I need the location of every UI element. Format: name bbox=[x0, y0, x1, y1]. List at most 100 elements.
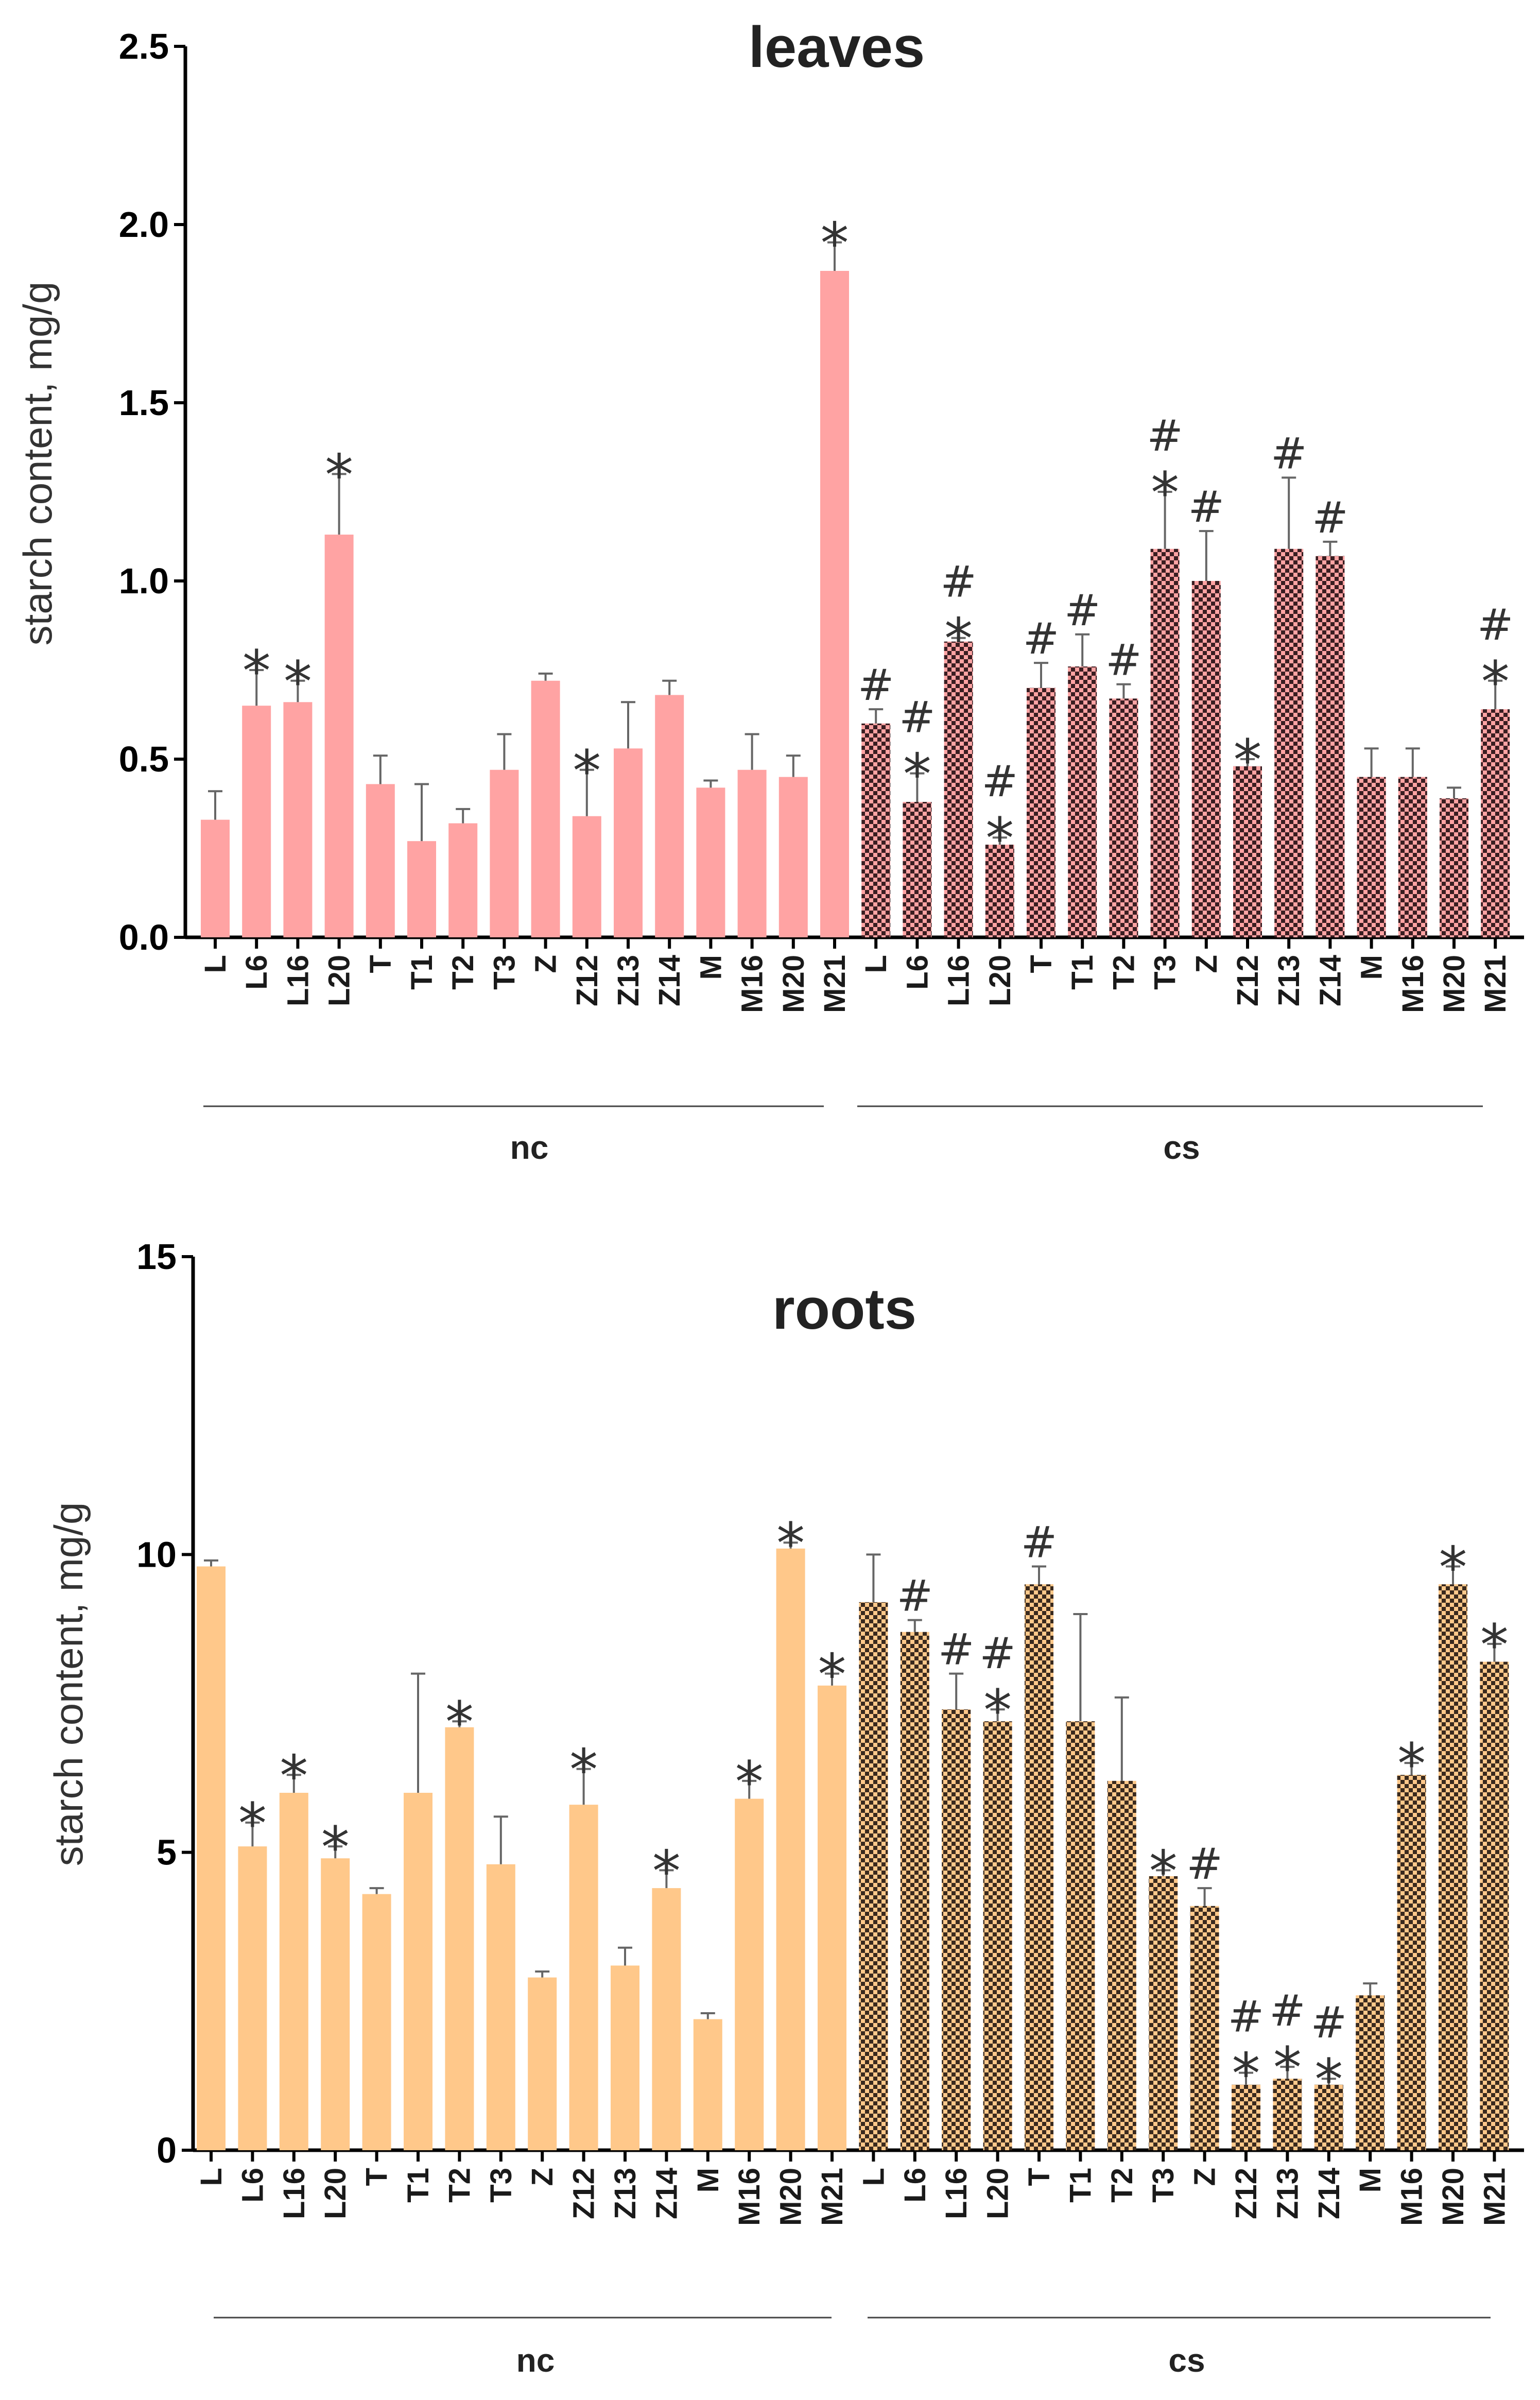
bar-cs-T1 bbox=[1066, 1721, 1095, 2150]
bar-nc-M20 bbox=[776, 1548, 805, 2150]
x-tick-label: T1 bbox=[1066, 955, 1099, 990]
significance-hash: # bbox=[1064, 585, 1100, 636]
significance-star: * bbox=[1397, 1731, 1426, 1797]
bar-nc-M16 bbox=[737, 769, 767, 937]
x-tick-label: M16 bbox=[733, 2168, 766, 2226]
x-tick-label: M21 bbox=[818, 955, 852, 1013]
significance-hash: # bbox=[1312, 492, 1348, 543]
x-tick-label: T bbox=[364, 955, 397, 973]
group-label-nc: nc bbox=[516, 2342, 555, 2379]
group-label-cs: cs bbox=[1163, 1129, 1200, 1166]
x-tick-label: L16 bbox=[942, 955, 976, 1006]
significance-star: * bbox=[1314, 2047, 1343, 2113]
bar-cs-Z13 bbox=[1274, 548, 1304, 937]
x-tick-label: L bbox=[857, 2168, 890, 2186]
x-tick-label: M20 bbox=[774, 2168, 808, 2226]
bar-nc-M bbox=[693, 2019, 722, 2150]
y-tick-label: 0 bbox=[157, 2130, 177, 2170]
y-tick-label: 5 bbox=[157, 1832, 177, 1873]
x-tick-label: T3 bbox=[488, 955, 521, 990]
significance-hash: # bbox=[979, 1628, 1015, 1678]
bar-cs-L bbox=[859, 1602, 888, 2150]
x-tick-label: M20 bbox=[1438, 955, 1471, 1013]
significance-star: * bbox=[1234, 727, 1262, 793]
group-label-cs: cs bbox=[1168, 2342, 1205, 2379]
x-tick-label: Z13 bbox=[1272, 955, 1306, 1006]
bar-nc-M21 bbox=[818, 1685, 846, 2150]
x-tick-label: Z12 bbox=[1231, 955, 1265, 1006]
x-tick-label: M21 bbox=[1479, 955, 1512, 1013]
x-tick-label: Z14 bbox=[1313, 955, 1347, 1006]
x-tick-label: Z bbox=[1188, 2168, 1222, 2186]
bar-nc-L20 bbox=[321, 1858, 350, 2150]
bar-cs-Z12 bbox=[1232, 2084, 1260, 2150]
significance-star: * bbox=[1232, 2041, 1260, 2107]
significance-hash: # bbox=[1105, 635, 1141, 685]
x-tick-label: T2 bbox=[1105, 2168, 1139, 2203]
x-tick-label: M16 bbox=[1395, 2168, 1429, 2226]
bar-cs-M bbox=[1356, 1995, 1385, 2150]
significance-star: * bbox=[821, 211, 849, 277]
significance-star: * bbox=[1151, 460, 1179, 526]
bar-nc-L16 bbox=[283, 702, 313, 937]
x-tick-label: M bbox=[1355, 955, 1389, 980]
bar-cs-T bbox=[1025, 1584, 1053, 2150]
significance-hash: # bbox=[1188, 482, 1224, 532]
significance-hash: # bbox=[938, 1624, 974, 1675]
bar-cs-L20 bbox=[983, 1721, 1012, 2150]
bar-cs-T1 bbox=[1068, 666, 1097, 937]
group-label-nc: nc bbox=[510, 1129, 549, 1166]
x-tick-label: L20 bbox=[323, 955, 356, 1006]
significance-star: * bbox=[573, 738, 601, 804]
bar-nc-Z bbox=[531, 680, 560, 937]
bar-nc-T1 bbox=[407, 841, 436, 937]
bar-cs-M16 bbox=[1397, 1775, 1426, 2150]
significance-star: * bbox=[983, 1677, 1012, 1743]
x-tick-label: M16 bbox=[736, 955, 769, 1013]
bar-cs-L bbox=[861, 723, 891, 937]
significance-hash: # bbox=[1228, 1992, 1264, 2042]
y-axis-label: starch content, mg/g bbox=[15, 282, 60, 646]
significance-star: * bbox=[735, 1749, 764, 1815]
bar-cs-T bbox=[1027, 688, 1055, 937]
bar-cs-L6 bbox=[903, 802, 932, 937]
significance-hash: # bbox=[1477, 599, 1513, 650]
x-tick-label: T3 bbox=[1147, 2168, 1180, 2203]
bar-cs-M20 bbox=[1440, 798, 1468, 937]
x-tick-label: M20 bbox=[777, 955, 810, 1013]
significance-star: * bbox=[985, 805, 1014, 871]
x-tick-label: L6 bbox=[901, 955, 934, 990]
x-tick-label: Z bbox=[1190, 955, 1223, 973]
x-tick-label: Z13 bbox=[609, 2168, 642, 2219]
significance-star: * bbox=[1273, 2035, 1302, 2101]
bar-cs-T3 bbox=[1149, 1876, 1178, 2150]
significance-star: * bbox=[321, 1814, 350, 1880]
bar-nc-Z12 bbox=[572, 816, 601, 937]
significance-star: * bbox=[569, 1737, 598, 1803]
bar-nc-L20 bbox=[324, 535, 354, 937]
x-tick-label: L bbox=[859, 955, 893, 973]
x-tick-label: M21 bbox=[816, 2168, 849, 2226]
x-tick-label: M bbox=[691, 2168, 725, 2192]
significance-star: * bbox=[238, 1791, 267, 1857]
y-tick-label: 10 bbox=[136, 1534, 177, 1574]
bar-nc-T1 bbox=[404, 1793, 432, 2150]
x-tick-label: M bbox=[1354, 2168, 1387, 2192]
significance-hash: # bbox=[1186, 1839, 1222, 1889]
x-tick-label: L16 bbox=[281, 955, 315, 1006]
bar-nc-Z14 bbox=[652, 1888, 681, 2150]
panel-roots: roots starch content, mg/g 0 5 10 15 L L6 * L16… bbox=[46, 1237, 1524, 2379]
y-tick-label: 0.5 bbox=[119, 739, 169, 779]
bar-cs-T2 bbox=[1107, 1780, 1136, 2150]
y-tick-label: 2.5 bbox=[119, 26, 169, 66]
significance-hash: # bbox=[982, 756, 1018, 807]
y-axis-label: starch content, mg/g bbox=[46, 1502, 91, 1866]
y-tick-label: 15 bbox=[136, 1237, 177, 1277]
x-tick-label: L20 bbox=[983, 955, 1017, 1006]
bar-cs-T2 bbox=[1109, 698, 1138, 937]
bar-nc-M21 bbox=[820, 270, 849, 938]
x-tick-label: T1 bbox=[1064, 2168, 1097, 2203]
bar-cs-L16 bbox=[942, 1709, 971, 2150]
significance-star: * bbox=[818, 1642, 846, 1708]
significance-hash: # bbox=[1021, 1517, 1057, 1567]
